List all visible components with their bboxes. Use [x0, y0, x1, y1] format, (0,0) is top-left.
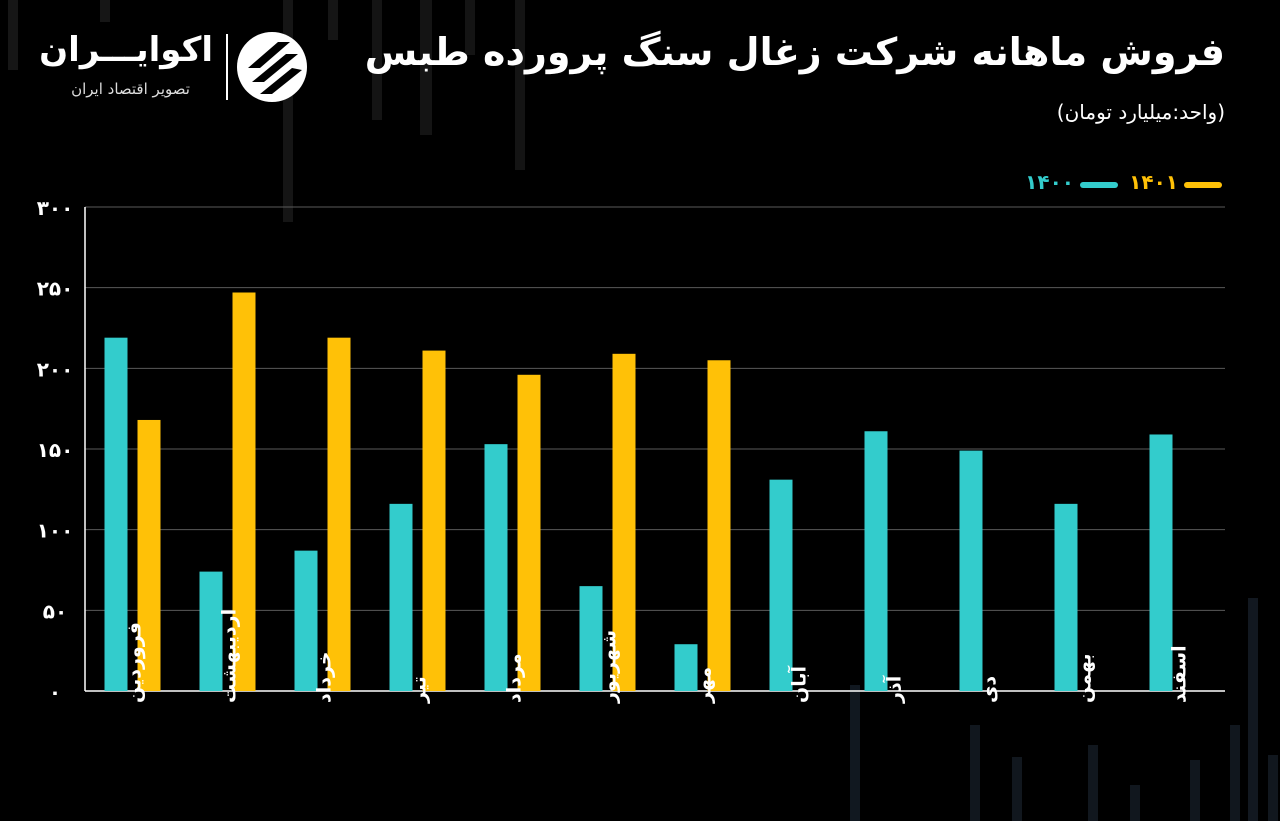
legend-item-1400: ۱۴۰۰: [1022, 170, 1118, 198]
x-tick-label: مهر: [694, 667, 716, 704]
legend-swatch-1401: [1184, 182, 1222, 188]
bar-1400: [104, 337, 128, 691]
bar-1401: [612, 353, 636, 691]
brand-tagline: تصویر اقتصاد ایران: [71, 80, 190, 98]
y-tick-label: ۱۵۰: [37, 438, 74, 462]
bar-1400: [769, 479, 793, 691]
bar-1400: [484, 444, 508, 691]
legend-item-1401: ۱۴۰۱: [1129, 170, 1222, 198]
brand-logo: اکوایـــران تصویر اقتصاد ایران: [39, 30, 318, 110]
bar-1400: [959, 450, 983, 691]
x-tick-label: آذر: [882, 675, 906, 704]
bar-1400: [1149, 434, 1173, 691]
bar-1400: [674, 644, 698, 691]
bar-1401: [422, 350, 446, 691]
bar-1400: [864, 431, 888, 691]
bar-1400: [579, 586, 603, 691]
bar-1400: [294, 550, 318, 691]
legend-label-1401: ۱۴۰۱: [1129, 170, 1178, 194]
bar-1401: [137, 419, 161, 691]
bar-1401: [517, 374, 541, 691]
x-tick-label: اسفند: [1169, 645, 1191, 703]
x-tick-label: مرداد: [504, 653, 526, 703]
x-tick-label: فروردین: [124, 622, 146, 703]
x-tick-label: بهمن: [1074, 653, 1096, 703]
brand-mark-icon: [237, 32, 307, 102]
logo-divider: [226, 34, 228, 100]
brand-name: اکوایـــران: [39, 30, 213, 70]
chart-subtitle: (واحد:میلیارد تومان): [1056, 100, 1225, 124]
chart-legend: ۱۴۰۱ ۱۴۰۰: [1022, 170, 1222, 198]
x-tick-label: خرداد: [314, 651, 336, 703]
bar-1401: [327, 337, 351, 691]
x-tick-label: شهریور: [599, 630, 621, 704]
y-tick-label: ۲۰۰: [37, 357, 74, 381]
bar-1400: [1054, 503, 1078, 691]
legend-swatch-1400: [1080, 182, 1118, 188]
x-tick-label: آبان: [787, 666, 811, 703]
y-tick-label: ۵۰: [43, 599, 67, 623]
bar-1400: [199, 571, 223, 691]
y-tick-label: ۰: [49, 680, 61, 704]
x-tick-label: اردیبهشت: [219, 609, 241, 703]
y-tick-label: ۱۰۰: [37, 519, 74, 543]
bar-1400: [389, 503, 413, 691]
x-tick-label: دی: [979, 676, 1001, 703]
legend-label-1400: ۱۴۰۰: [1025, 170, 1074, 194]
chart-title: فروش ماهانه شرکت زغال سنگ پرورده طبس: [364, 30, 1225, 74]
bar-1401: [232, 292, 256, 691]
bar-1401: [707, 360, 731, 691]
y-tick-label: ۲۵۰: [37, 277, 74, 301]
y-tick-label: ۳۰۰: [37, 196, 74, 220]
x-tick-label: تیر: [409, 676, 431, 704]
